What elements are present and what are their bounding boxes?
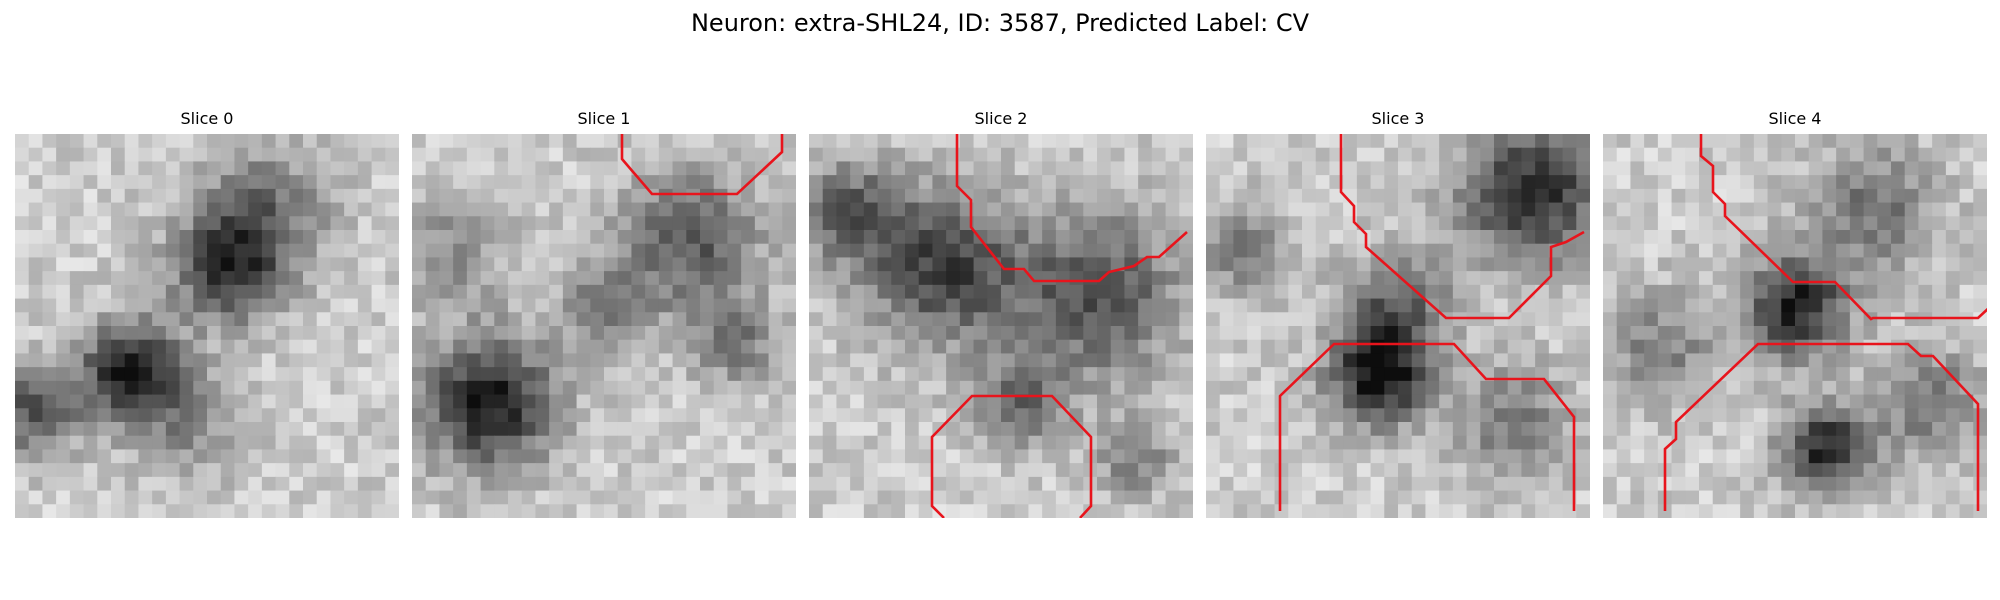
slice-4-title: Slice 4 [1768, 109, 1822, 128]
boundary-trace-0 [955, 134, 1188, 283]
boundary-trace-1 [1663, 342, 1980, 511]
slice-1-image [412, 134, 796, 518]
slice-1-title: Slice 1 [577, 109, 631, 128]
slice-3-title: Slice 3 [1371, 109, 1425, 128]
figure-title: Neuron: extra-SHL24, ID: 3587, Predicted… [690, 9, 1310, 37]
boundary-trace-1 [1278, 342, 1576, 511]
boundary-trace-1 [930, 394, 1093, 518]
slice-1-canvas [412, 134, 796, 518]
boundary-trace-0 [1699, 134, 1987, 321]
slice-2-canvas [809, 134, 1193, 518]
slice-2-title: Slice 2 [974, 109, 1028, 128]
boundary-trace-0 [620, 134, 784, 196]
slice-0-image [15, 134, 399, 518]
slice-3-canvas [1206, 134, 1590, 518]
slice-0-title: Slice 0 [180, 109, 234, 128]
slice-4-image [1603, 134, 1987, 518]
slice-4-canvas [1603, 134, 1987, 518]
boundary-trace-0 [1339, 134, 1585, 320]
slice-3-image [1206, 134, 1590, 518]
slice-0-canvas [15, 134, 399, 518]
slice-2-image [809, 134, 1193, 518]
